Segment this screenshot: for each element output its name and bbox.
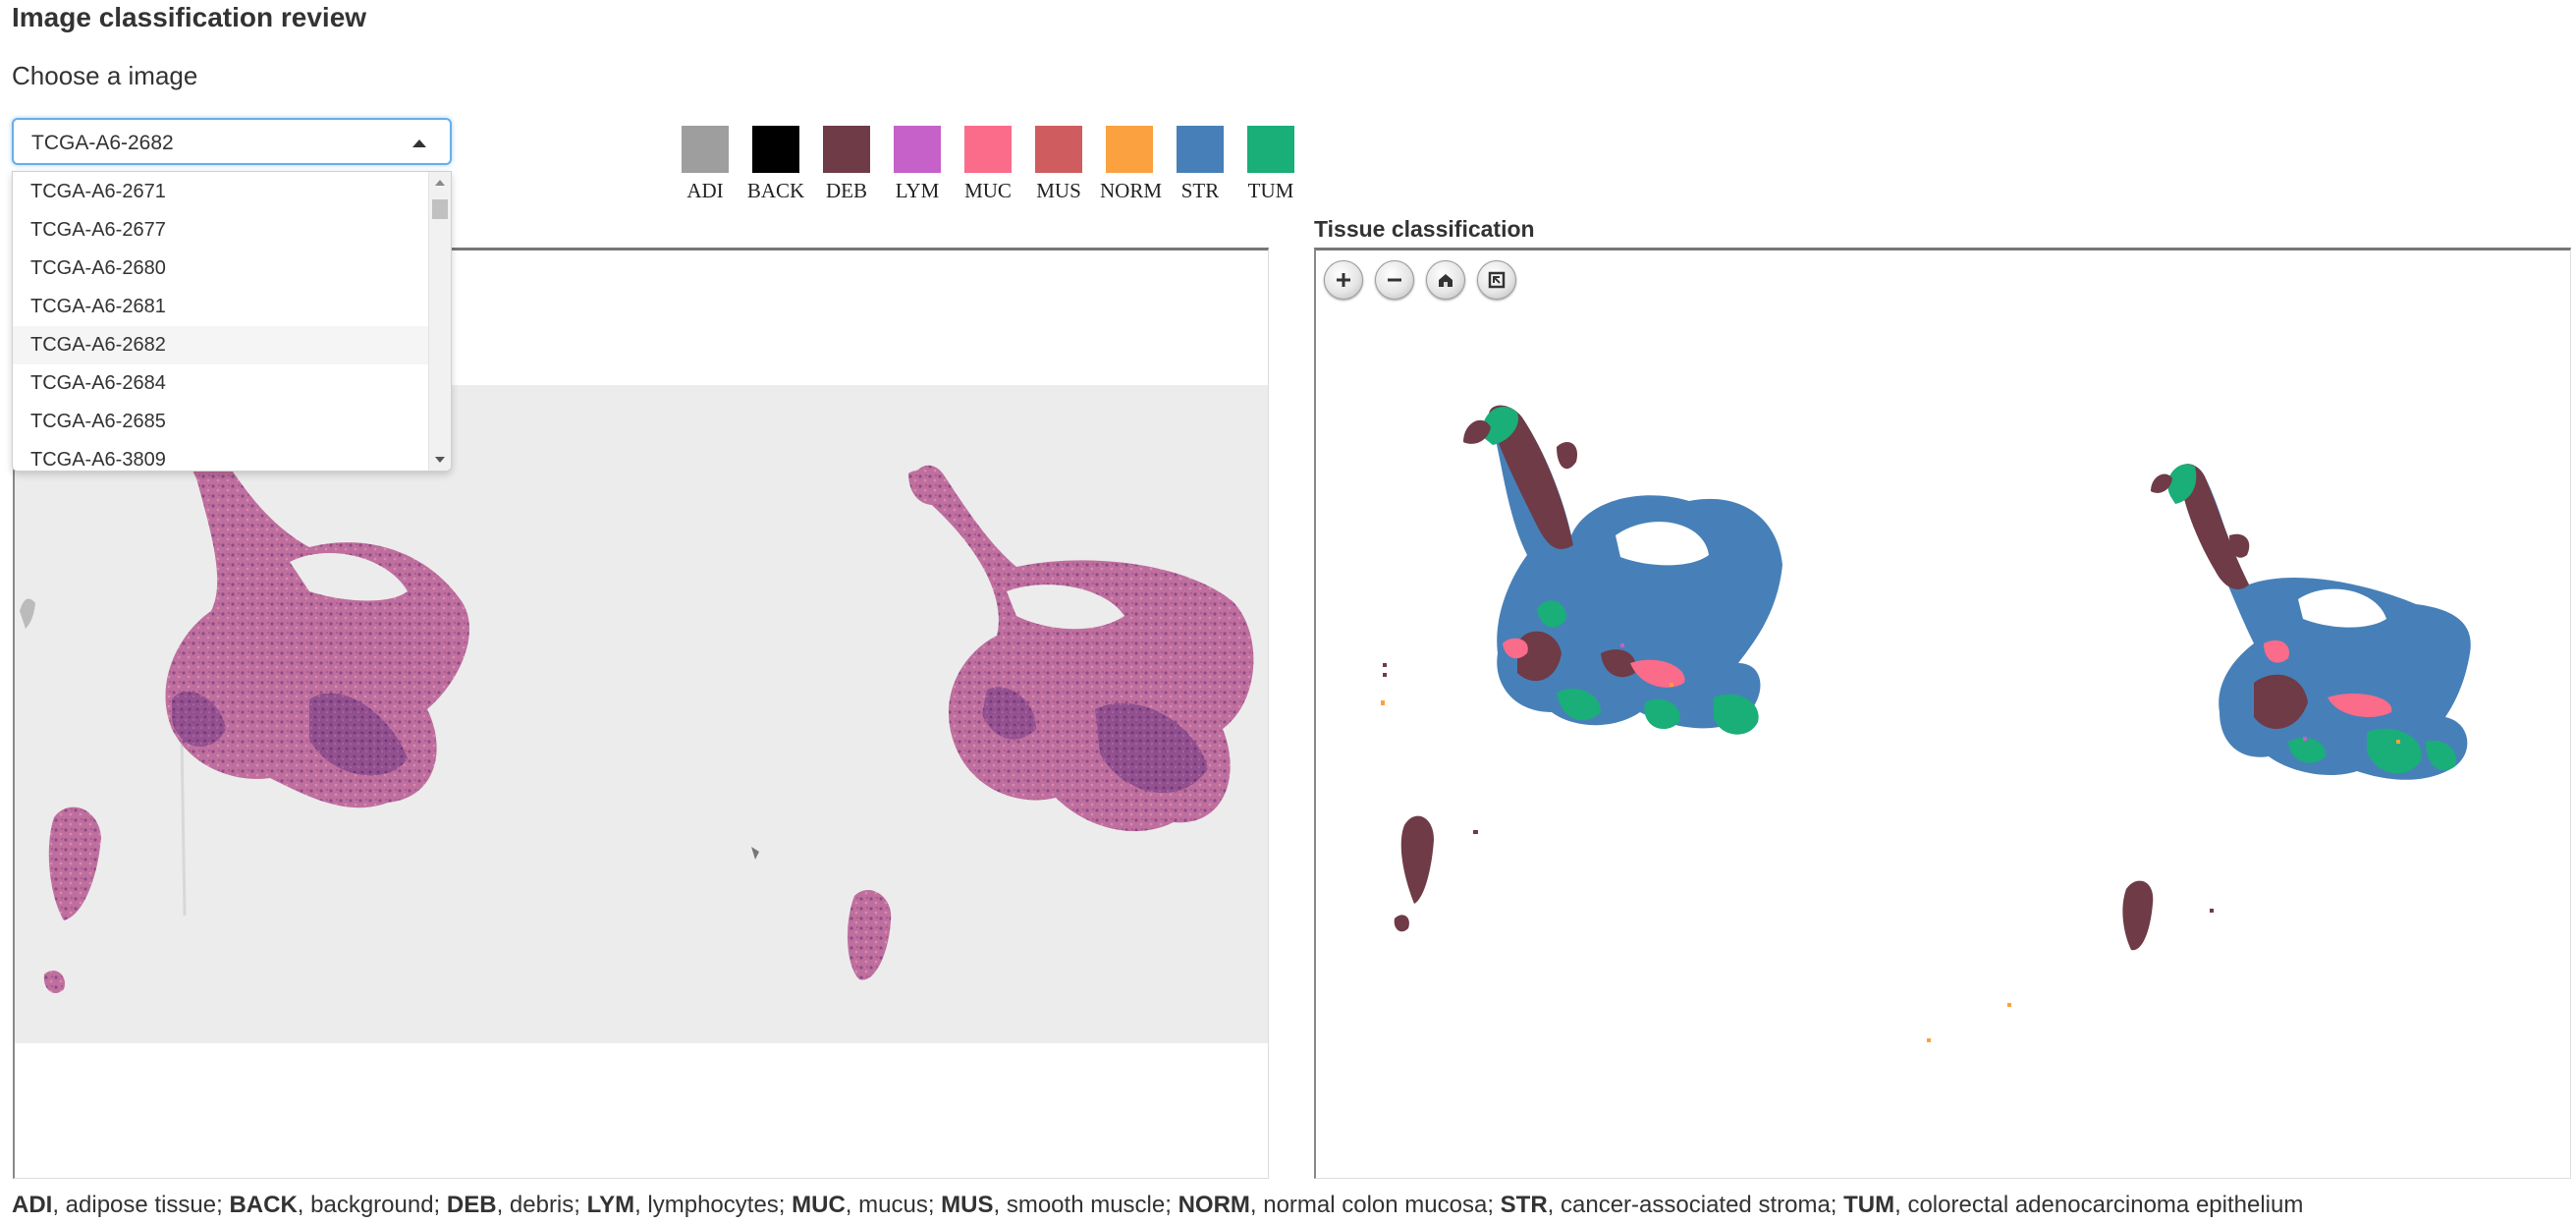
footnote-code: NORM — [1178, 1192, 1250, 1218]
footnote-desc: , smooth muscle; — [993, 1192, 1178, 1218]
scroll-down-arrow-icon[interactable] — [435, 457, 445, 463]
legend-label: LYM — [895, 179, 940, 202]
legend-item-tum: TUM — [1241, 126, 1300, 203]
legend-label: STR — [1180, 179, 1220, 202]
footnote-code: DEB — [446, 1192, 497, 1218]
footnote-code: MUS — [941, 1192, 994, 1218]
legend-item-deb: DEB — [817, 126, 876, 203]
footnote-desc: , background; — [297, 1192, 447, 1218]
dropdown-option[interactable]: TCGA-A6-2671 — [30, 181, 166, 202]
legend-label: ADI — [686, 179, 724, 202]
footnote-desc: , mucus; — [845, 1192, 942, 1218]
legend-item-str: STR — [1171, 126, 1230, 203]
legend-swatch — [823, 126, 870, 173]
home-button[interactable] — [1426, 260, 1465, 300]
legend-swatch — [682, 126, 729, 173]
legend-item-adi: ADI — [676, 126, 735, 203]
legend-item-muc: MUC — [959, 126, 1017, 203]
footnote-desc: , lymphocytes; — [634, 1192, 793, 1218]
tissue-classification-viewer[interactable] — [1314, 248, 2571, 1179]
footnote-code: LYM — [586, 1192, 635, 1218]
image-select[interactable]: TCGA-A6-2682 — [12, 118, 452, 165]
footnote-desc: , debris; — [496, 1192, 587, 1218]
zoom-out-button[interactable] — [1375, 260, 1414, 300]
dropdown-option[interactable]: TCGA-A6-2680 — [30, 257, 166, 279]
minus-icon — [1388, 278, 1401, 282]
legend-label: TUM — [1247, 179, 1294, 202]
legend-label: MUS — [1036, 179, 1081, 202]
footnote-code: MUC — [792, 1192, 846, 1218]
footnote-desc: , cancer-associated stroma; — [1547, 1192, 1844, 1218]
legend-item-mus: MUS — [1029, 126, 1088, 203]
dropdown-option[interactable]: TCGA-A6-2685 — [30, 411, 166, 432]
footnote-code: ADI — [12, 1192, 53, 1218]
dropdown-option[interactable]: TCGA-A6-2682 — [13, 326, 431, 364]
dropdown-option[interactable]: TCGA-A6-2677 — [30, 219, 166, 241]
legend-label: NORM — [1100, 179, 1163, 202]
page-title: Image classification review — [12, 2, 367, 32]
dropdown-option[interactable]: TCGA-A6-2684 — [30, 372, 166, 394]
whole-slide-image — [15, 385, 1268, 1043]
classification-map-speckles — [1381, 643, 2400, 1042]
image-select-dropdown[interactable]: TCGA-A6-2671 TCGA-A6-2677 TCGA-A6-2680 TCGA… — [12, 171, 452, 472]
caret-up-icon[interactable] — [412, 139, 426, 147]
legend-label: BACK — [746, 179, 805, 202]
legend-swatch — [1035, 126, 1082, 173]
dropdown-option[interactable]: TCGA-A6-2681 — [30, 296, 166, 317]
legend-swatch — [752, 126, 799, 173]
legend-item-norm: NORM — [1100, 126, 1163, 203]
footnote-desc: , adipose tissue; — [52, 1192, 230, 1218]
fullscreen-icon — [1488, 271, 1506, 289]
scrollbar-thumb[interactable] — [432, 199, 448, 219]
footnote-desc: , normal colon mucosa; — [1249, 1192, 1501, 1218]
legend-swatch — [964, 126, 1012, 173]
legend-footnote: ADI, adipose tissue; BACK, background; D… — [12, 1192, 2303, 1219]
dropdown-option[interactable]: TCGA-A6-3809 — [30, 449, 166, 471]
legend-label: DEB — [826, 179, 867, 202]
fullscreen-button[interactable] — [1477, 260, 1516, 300]
plus-icon — [1337, 273, 1350, 287]
footnote-desc: , colorectal adenocarcinoma epithelium — [1894, 1192, 2304, 1218]
scroll-up-arrow-icon[interactable] — [435, 180, 445, 186]
classification-map — [1381, 405, 2471, 1042]
choose-image-label: Choose a image — [12, 61, 198, 90]
legend-item-lym: LYM — [888, 126, 947, 203]
footnote-code: TUM — [1843, 1192, 1895, 1218]
legend-item-back: BACK — [746, 126, 805, 203]
tissue-classification-title: Tissue classification — [1314, 216, 1535, 242]
footnote-code: STR — [1500, 1192, 1548, 1218]
legend-swatch — [1106, 126, 1153, 173]
home-icon — [1439, 274, 1452, 287]
zoom-in-button[interactable] — [1324, 260, 1363, 300]
legend-swatch — [894, 126, 941, 173]
image-select-value: TCGA-A6-2682 — [31, 132, 174, 154]
footnote-code: BACK — [229, 1192, 298, 1218]
classification-map-regions — [1394, 405, 2471, 951]
legend-label: MUC — [964, 179, 1012, 202]
legend-swatch — [1247, 126, 1294, 173]
dropdown-scrollbar[interactable] — [428, 172, 451, 471]
legend-swatch — [1177, 126, 1224, 173]
original-image-viewer[interactable] — [13, 248, 1269, 1179]
